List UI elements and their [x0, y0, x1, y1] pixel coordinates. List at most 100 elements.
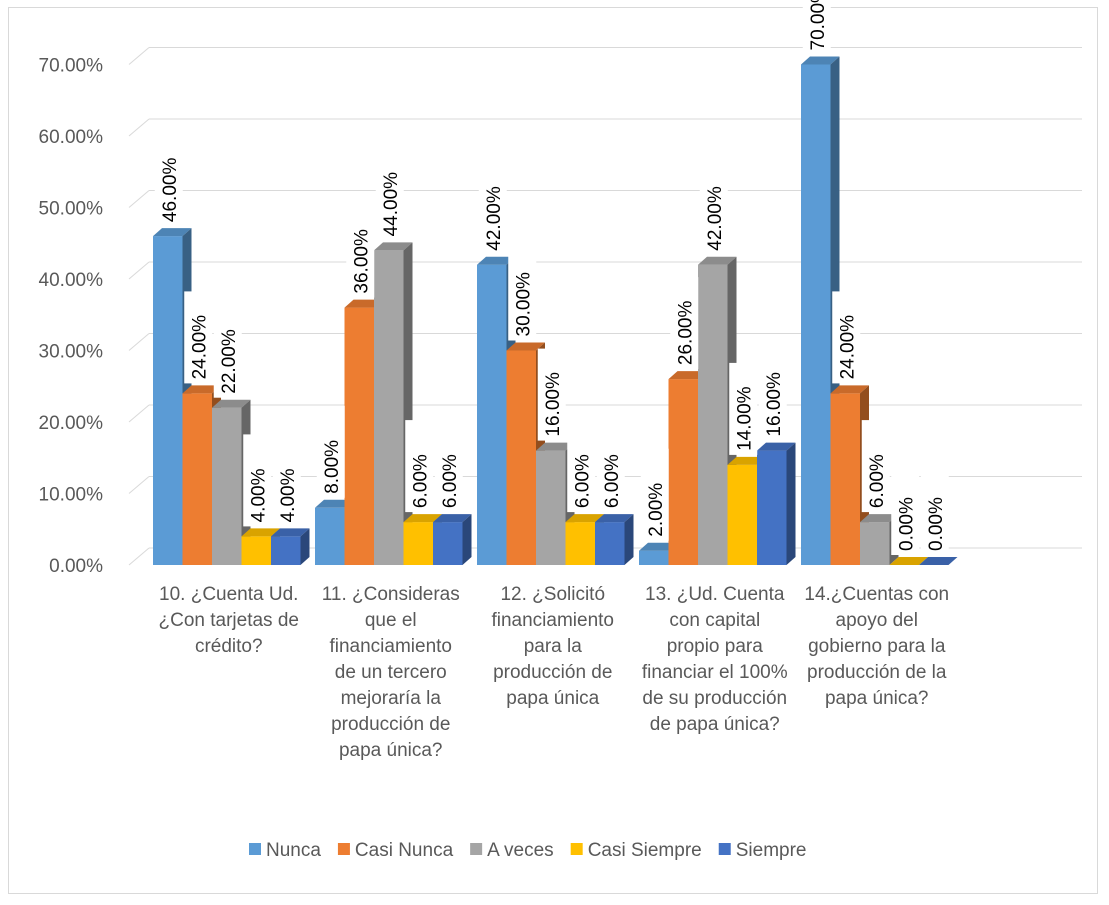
bar-front — [757, 450, 787, 565]
data-label-text: 26.00% — [675, 301, 696, 366]
legend-swatch — [337, 843, 350, 855]
bar-top — [241, 528, 280, 537]
data-label: 16.00% — [537, 348, 566, 441]
data-label: 44.00% — [375, 148, 404, 241]
data-label: 70.00% — [802, 0, 831, 55]
bar-front — [801, 64, 831, 565]
bar-front — [860, 522, 890, 565]
bar-top — [889, 557, 928, 565]
category-label-line: propio para — [667, 636, 764, 657]
category-label-line: papa única — [506, 688, 599, 709]
bar-top — [595, 514, 634, 523]
data-label-text: 42.00% — [484, 186, 505, 251]
category-label: 10. ¿Cuenta Ud. ¿Con tarjetas de crédito? — [159, 584, 299, 657]
bar-top — [271, 528, 310, 537]
data-label-text: 6.00% — [602, 454, 623, 508]
data-label: 6.00% — [567, 420, 596, 513]
data-labels: 46.00% 24.00% 22.00% 4.00% 4.00% 8.00% 36.00% 4… — [154, 0, 949, 555]
bar — [595, 514, 634, 565]
bar-front — [536, 450, 566, 565]
bar-front — [212, 407, 242, 565]
category-label-line: financiamiento — [329, 636, 452, 657]
bar-front — [403, 522, 433, 565]
legend-item: Casi Siempre — [570, 840, 702, 861]
bar-top — [433, 514, 472, 523]
data-label-text: 8.00% — [322, 440, 343, 494]
data-label: 6.00% — [596, 420, 625, 513]
data-label-bg — [316, 405, 345, 498]
category-label-line: de papa única? — [650, 714, 780, 735]
data-label-text: 22.00% — [219, 329, 240, 394]
data-label-text: 42.00% — [705, 186, 726, 251]
data-label-text: 0.00% — [926, 497, 947, 551]
category-label-line: gobierno para la — [808, 636, 946, 657]
bar-top — [477, 256, 516, 265]
bar-top — [403, 514, 442, 523]
data-label-text: 6.00% — [572, 454, 593, 508]
y-tick-label: 40.00% — [39, 270, 104, 291]
gridline-depth — [128, 190, 150, 208]
data-label-bg — [184, 291, 213, 384]
data-label: 26.00% — [670, 277, 699, 370]
category-label-line: que el — [365, 610, 417, 631]
bar — [271, 528, 310, 565]
data-label-bg — [640, 448, 669, 541]
data-label-text: 16.00% — [764, 372, 785, 437]
category-label-line: papa única? — [825, 688, 929, 709]
legend-swatch — [470, 843, 483, 855]
data-label: 2.00% — [640, 448, 669, 541]
bar-top — [536, 442, 575, 451]
y-tick-label: 10.00% — [39, 485, 104, 506]
legend-swatch — [718, 843, 731, 855]
data-label-text: 6.00% — [440, 454, 461, 508]
data-label: 14.00% — [729, 362, 758, 455]
category-label-line: financiamiento — [491, 610, 614, 631]
bar-top — [374, 242, 413, 251]
data-label-bg — [346, 205, 375, 298]
data-label-bg — [891, 463, 920, 555]
legend-label: A veces — [487, 840, 554, 861]
legend-label: Casi Nunca — [355, 840, 454, 861]
bar-front — [271, 536, 301, 565]
data-label-bg — [375, 148, 404, 241]
bar — [919, 557, 958, 565]
data-label: 6.00% — [861, 420, 890, 513]
data-label: 24.00% — [184, 291, 213, 384]
bar-front — [698, 264, 728, 565]
data-label-bg — [596, 420, 625, 513]
legend-swatch — [570, 843, 583, 855]
data-label-bg — [537, 348, 566, 441]
category-label-line: para la — [524, 636, 583, 657]
data-label-text: 6.00% — [410, 454, 431, 508]
data-label: 42.00% — [699, 162, 728, 255]
data-label-bg — [699, 162, 728, 255]
data-label-text: 30.00% — [513, 272, 534, 337]
data-label-bg — [729, 362, 758, 455]
data-label-text: 4.00% — [248, 468, 269, 522]
bar-top — [153, 228, 192, 237]
data-label: 46.00% — [154, 134, 183, 227]
legend: Nunca Casi Nunca A veces Casi Siempre Siempr… — [249, 840, 806, 861]
x-axis: 10. ¿Cuenta Ud. ¿Con tarjetas de crédito? 1… — [159, 584, 950, 761]
category-label-line: apoyo del — [836, 610, 918, 631]
category-label-line: 14.¿Cuentas con — [804, 584, 949, 605]
gridline-depth — [128, 333, 150, 351]
bar-top — [565, 514, 604, 523]
data-label-bg — [802, 0, 831, 55]
gridline-depth — [128, 118, 150, 137]
y-tick-label: 30.00% — [39, 342, 104, 363]
bar-front — [477, 264, 507, 565]
bar-front — [668, 379, 698, 565]
data-label-bg — [567, 420, 596, 513]
gridline-depth — [128, 547, 150, 566]
data-label-bg — [272, 434, 301, 527]
bar-front — [153, 236, 183, 565]
data-label: 22.00% — [213, 305, 242, 398]
data-label-text: 24.00% — [189, 315, 210, 380]
category-label-line: papa única? — [339, 740, 443, 761]
y-axis: 0.00% 10.00% 20.00% 30.00% 40.00% 50.00% 60.00… — [39, 56, 104, 578]
legend-label: Casi Siempre — [588, 840, 702, 861]
bar-front — [433, 522, 463, 565]
category-label-line: de un tercero — [335, 662, 447, 683]
y-tick-label: 0.00% — [49, 556, 103, 577]
